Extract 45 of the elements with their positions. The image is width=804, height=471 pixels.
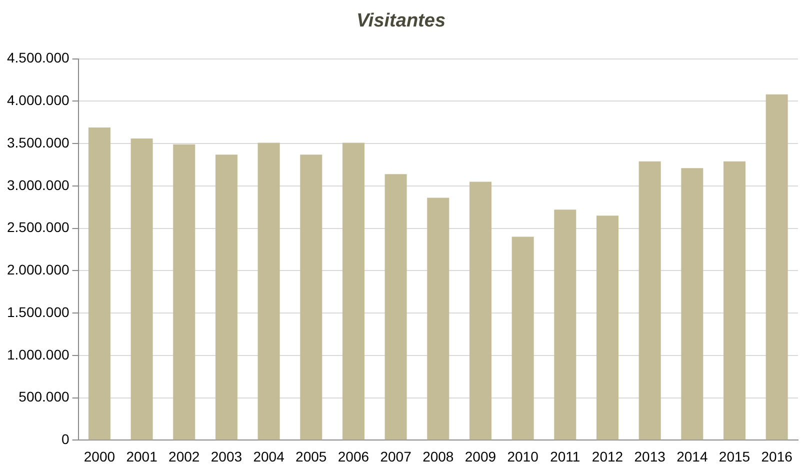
chart-title: Visitantes <box>356 10 446 32</box>
bar <box>681 168 704 440</box>
bar <box>173 144 196 440</box>
y-tick-label: 500.000 <box>18 388 70 405</box>
x-tick-label: 2014 <box>676 448 708 464</box>
bar <box>384 174 407 440</box>
x-tick-label: 2007 <box>380 448 412 464</box>
bar <box>427 198 450 440</box>
x-tick-label: 2002 <box>168 448 200 464</box>
x-tick-label: 2004 <box>253 448 285 464</box>
x-tick-label: 2016 <box>761 448 793 464</box>
bar <box>512 236 534 440</box>
y-tick-label: 4.500.000 <box>6 50 70 66</box>
x-tick-label: 2011 <box>550 448 580 464</box>
x-tick-label: 2015 <box>718 448 750 464</box>
y-tick-label: 4.000.000 <box>6 92 70 108</box>
x-tick-label: 2012 <box>592 448 624 464</box>
x-tick-label: 2005 <box>296 448 327 464</box>
bar <box>638 161 661 440</box>
y-tick-label: 1.000.000 <box>6 346 70 362</box>
bar <box>596 216 618 440</box>
x-tick-label: 2013 <box>634 448 666 464</box>
bar <box>88 127 110 440</box>
bar <box>469 182 492 440</box>
bar <box>766 94 788 440</box>
bar <box>215 154 238 440</box>
bar <box>723 161 746 440</box>
bar <box>130 138 153 440</box>
x-tick-label: 2001 <box>126 448 158 464</box>
bar <box>342 142 364 440</box>
x-tick-label: 2003 <box>210 448 242 464</box>
y-tick-label: 2.000.000 <box>6 262 70 278</box>
x-tick-label: 2009 <box>464 448 496 464</box>
y-tick-label: 0 <box>61 431 70 448</box>
bar <box>300 154 322 440</box>
x-tick-label: 2000 <box>84 448 116 464</box>
x-tick-label: 2008 <box>422 448 454 464</box>
x-tick-label: 2006 <box>338 448 370 464</box>
bar <box>258 142 280 440</box>
y-tick-label: 3.500.000 <box>6 134 70 150</box>
x-tick-label: 2010 <box>507 448 539 464</box>
y-tick-label: 3.000.000 <box>6 176 70 193</box>
y-tick-label: 2.500.000 <box>6 219 70 236</box>
bar <box>554 210 576 440</box>
y-tick-label: 1.500.000 <box>6 304 70 320</box>
